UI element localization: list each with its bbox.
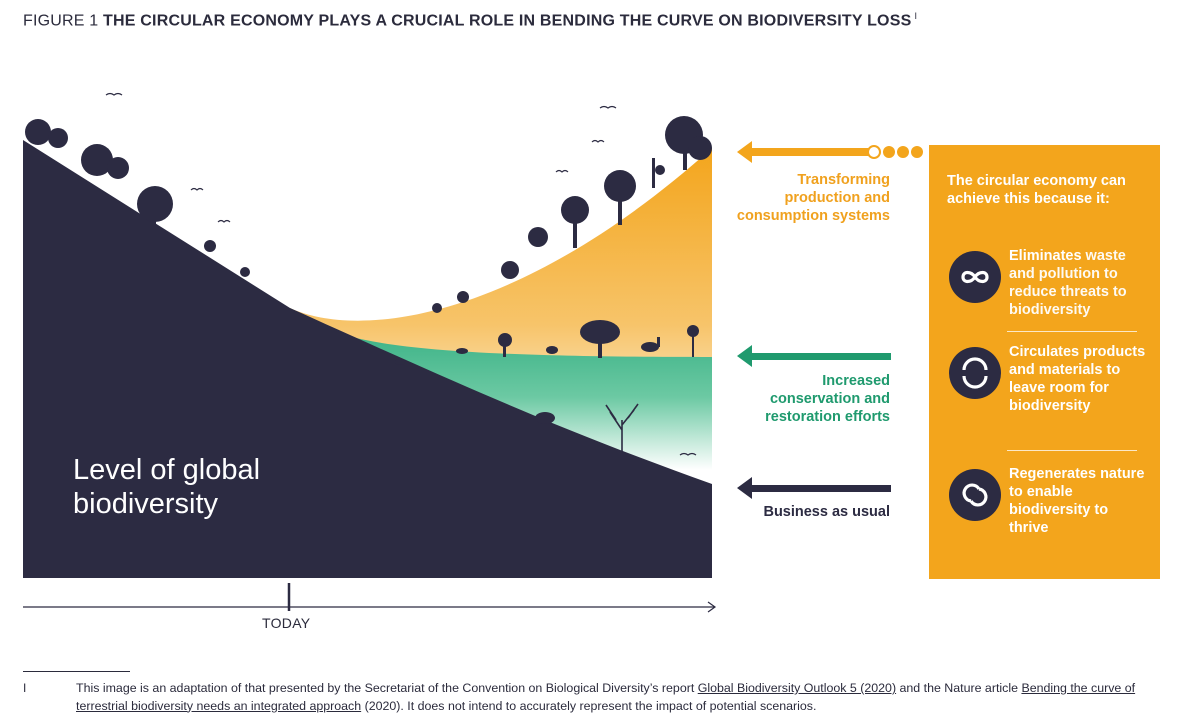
footnote-text-part: and the Nature article: [896, 681, 1022, 695]
panel-item-verb: Circulates: [1009, 344, 1080, 360]
transforming-arrow: [737, 141, 923, 163]
footnote-marker: I: [914, 11, 918, 21]
regenerate-icon: [949, 469, 1001, 521]
panel-item-desc: products and materials to leave room for…: [1009, 344, 1146, 414]
savanna-silhouettes: [395, 320, 699, 424]
panel-item-text: Regenerates nature to enable biodiversit…: [1009, 465, 1149, 537]
bird-silhouettes: [105, 92, 697, 456]
panel-item-desc: waste and pollution to reduce threats to…: [1009, 248, 1127, 318]
biodiversity-level-label: Level of global biodiversity: [73, 454, 261, 520]
today-label: TODAY: [262, 615, 311, 631]
circular-arrows-icon: [949, 347, 1001, 399]
panel-item-desc: nature to enable biodiversity to thrive: [1009, 466, 1145, 536]
panel-item-text: Circulates products and materials to lea…: [1009, 343, 1149, 415]
infinity-icon: [949, 251, 1001, 303]
nature-article-link[interactable]: Bending the curve of terrestrial biodive…: [76, 681, 1136, 713]
right-tree-silhouettes: [432, 116, 712, 313]
panel-divider: [1007, 450, 1137, 451]
footnote-number: I: [23, 681, 27, 695]
gbo5-report-link[interactable]: Global Biodiversity Outlook 5 (2020): [697, 681, 897, 695]
footnote-text-part: (2020). It does not intend to accurately…: [361, 698, 817, 713]
figure-number: FIGURE 1: [23, 12, 99, 30]
business-as-usual-area: [23, 140, 712, 578]
conservation-label: Increased conservation and restoration e…: [765, 373, 890, 425]
footnote-text-part: This image is an adaptation of that pres…: [76, 681, 698, 695]
footnote-rule: [23, 671, 130, 672]
figure-title: FIGURE 1 THE CIRCULAR ECONOMY PLAYS A CR…: [23, 11, 917, 30]
time-axis: [23, 583, 717, 613]
panel-divider: [1007, 331, 1137, 332]
figure-heading: THE CIRCULAR ECONOMY PLAYS A CRUCIAL ROL…: [103, 12, 912, 30]
transforming-label: Transforming production and consumption …: [736, 172, 890, 224]
footnote-text: This image is an adaptation of that pres…: [76, 680, 1166, 715]
business-as-usual-label: Business as usual: [763, 504, 890, 520]
circular-economy-panel: The circular economy can achieve this be…: [929, 145, 1160, 579]
panel-intro: The circular economy can achieve this be…: [947, 173, 1126, 207]
panel-item-verb: Eliminates: [1009, 248, 1082, 264]
left-tree-silhouettes: [25, 119, 250, 277]
panel-item-text: Eliminates waste and pollution to reduce…: [1009, 247, 1149, 319]
conservation-arrow: [737, 345, 891, 367]
dead-tree-silhouette: [605, 403, 639, 455]
business-as-usual-arrow: [737, 477, 891, 499]
panel-item-verb: Regenerates: [1009, 466, 1097, 482]
